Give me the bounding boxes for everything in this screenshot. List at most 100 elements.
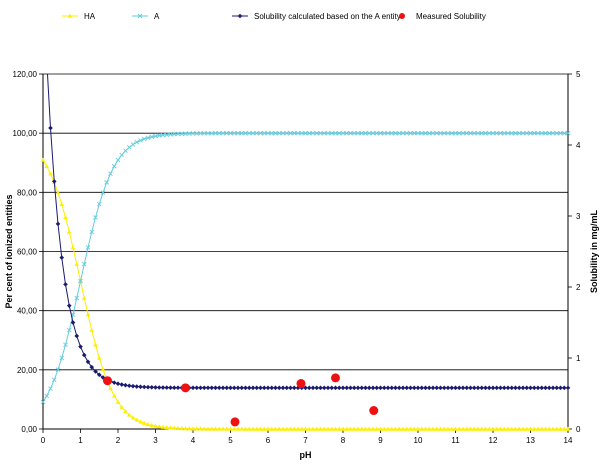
data-point (520, 426, 526, 431)
data-point (393, 385, 398, 391)
data-point (115, 399, 121, 404)
data-point (276, 130, 282, 136)
data-point (205, 385, 211, 391)
data-point (471, 130, 477, 136)
data-point (411, 385, 417, 391)
data-point (550, 385, 556, 391)
data-point (434, 385, 440, 391)
legend-item: Measured Solubility (399, 12, 486, 21)
data-point (314, 426, 320, 431)
data-point (494, 426, 500, 431)
data-point (81, 261, 87, 267)
data-point (363, 426, 368, 431)
data-point (460, 426, 466, 431)
data-point (103, 376, 112, 386)
data-point (520, 130, 526, 136)
data-point (81, 295, 87, 300)
data-point (408, 426, 413, 431)
data-point (494, 385, 500, 391)
data-point (93, 369, 98, 374)
data-point (475, 426, 481, 431)
data-point (486, 426, 492, 431)
data-point (351, 385, 357, 391)
data-point (344, 130, 350, 136)
data-point (119, 152, 125, 158)
data-point (325, 426, 331, 431)
data-point (531, 130, 537, 136)
data-point (535, 426, 541, 431)
data-point (415, 385, 421, 391)
data-point (224, 426, 230, 431)
data-point (546, 426, 552, 431)
data-point (468, 385, 473, 391)
data-point (291, 130, 297, 136)
data-point (258, 130, 263, 136)
data-point (505, 426, 511, 431)
data-point (123, 382, 128, 388)
data-point (181, 383, 190, 393)
x-tick-label: 2 (116, 436, 121, 445)
data-point (543, 426, 548, 431)
data-point (243, 426, 248, 431)
series-4 (103, 373, 379, 427)
data-point (100, 190, 106, 195)
x-tick-label: 6 (266, 436, 271, 445)
data-point (228, 385, 233, 391)
data-point (524, 130, 530, 136)
data-point (254, 130, 260, 136)
data-point (404, 426, 410, 431)
data-point (513, 385, 518, 391)
data-point (310, 385, 316, 391)
data-point (453, 385, 458, 391)
data-point (111, 393, 117, 398)
data-point (171, 425, 177, 430)
data-point (213, 130, 218, 136)
data-point (400, 426, 406, 431)
data-point (378, 426, 383, 431)
data-point (205, 130, 211, 136)
data-point (318, 385, 323, 391)
data-point (70, 245, 76, 250)
data-point (498, 130, 503, 136)
data-point (486, 385, 492, 391)
series-layer (40, 74, 571, 431)
data-point (561, 426, 567, 431)
data-point (318, 426, 323, 431)
data-point (370, 426, 376, 431)
data-point (370, 385, 376, 391)
data-point (235, 385, 241, 391)
data-point (355, 130, 361, 136)
data-point (201, 385, 207, 391)
y-tick-label: 80,00 (17, 188, 38, 197)
data-point (415, 130, 421, 136)
data-point (243, 385, 248, 391)
data-point (370, 130, 376, 136)
data-point (295, 385, 301, 391)
data-point (501, 385, 507, 391)
data-point (430, 130, 436, 136)
data-point (198, 426, 203, 431)
x-tick-label: 9 (378, 436, 383, 445)
data-point (419, 385, 425, 391)
data-point (138, 138, 143, 143)
data-point (59, 201, 65, 206)
data-point (269, 426, 275, 431)
data-point (160, 424, 166, 429)
data-point (351, 130, 357, 136)
data-point (348, 426, 353, 431)
data-point (55, 221, 61, 227)
legend-item: HA (62, 12, 96, 21)
y2-tick-label: 1 (576, 354, 581, 363)
data-point (194, 131, 200, 136)
data-point (246, 385, 252, 391)
data-point (306, 426, 312, 431)
data-point (565, 130, 571, 136)
data-point (149, 134, 155, 140)
legend-swatch-marker (137, 13, 143, 19)
data-point (331, 373, 340, 383)
data-point (153, 423, 158, 428)
data-point (115, 381, 121, 387)
data-point (543, 130, 548, 136)
data-point (490, 385, 496, 391)
data-point (280, 130, 286, 136)
